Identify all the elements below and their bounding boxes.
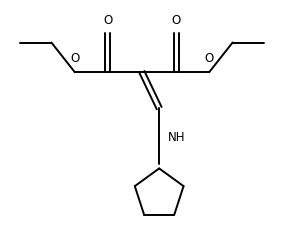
Text: O: O [103,14,112,27]
Text: O: O [172,14,181,27]
Text: O: O [204,52,214,65]
Text: O: O [70,52,80,65]
Text: NH: NH [168,131,185,144]
